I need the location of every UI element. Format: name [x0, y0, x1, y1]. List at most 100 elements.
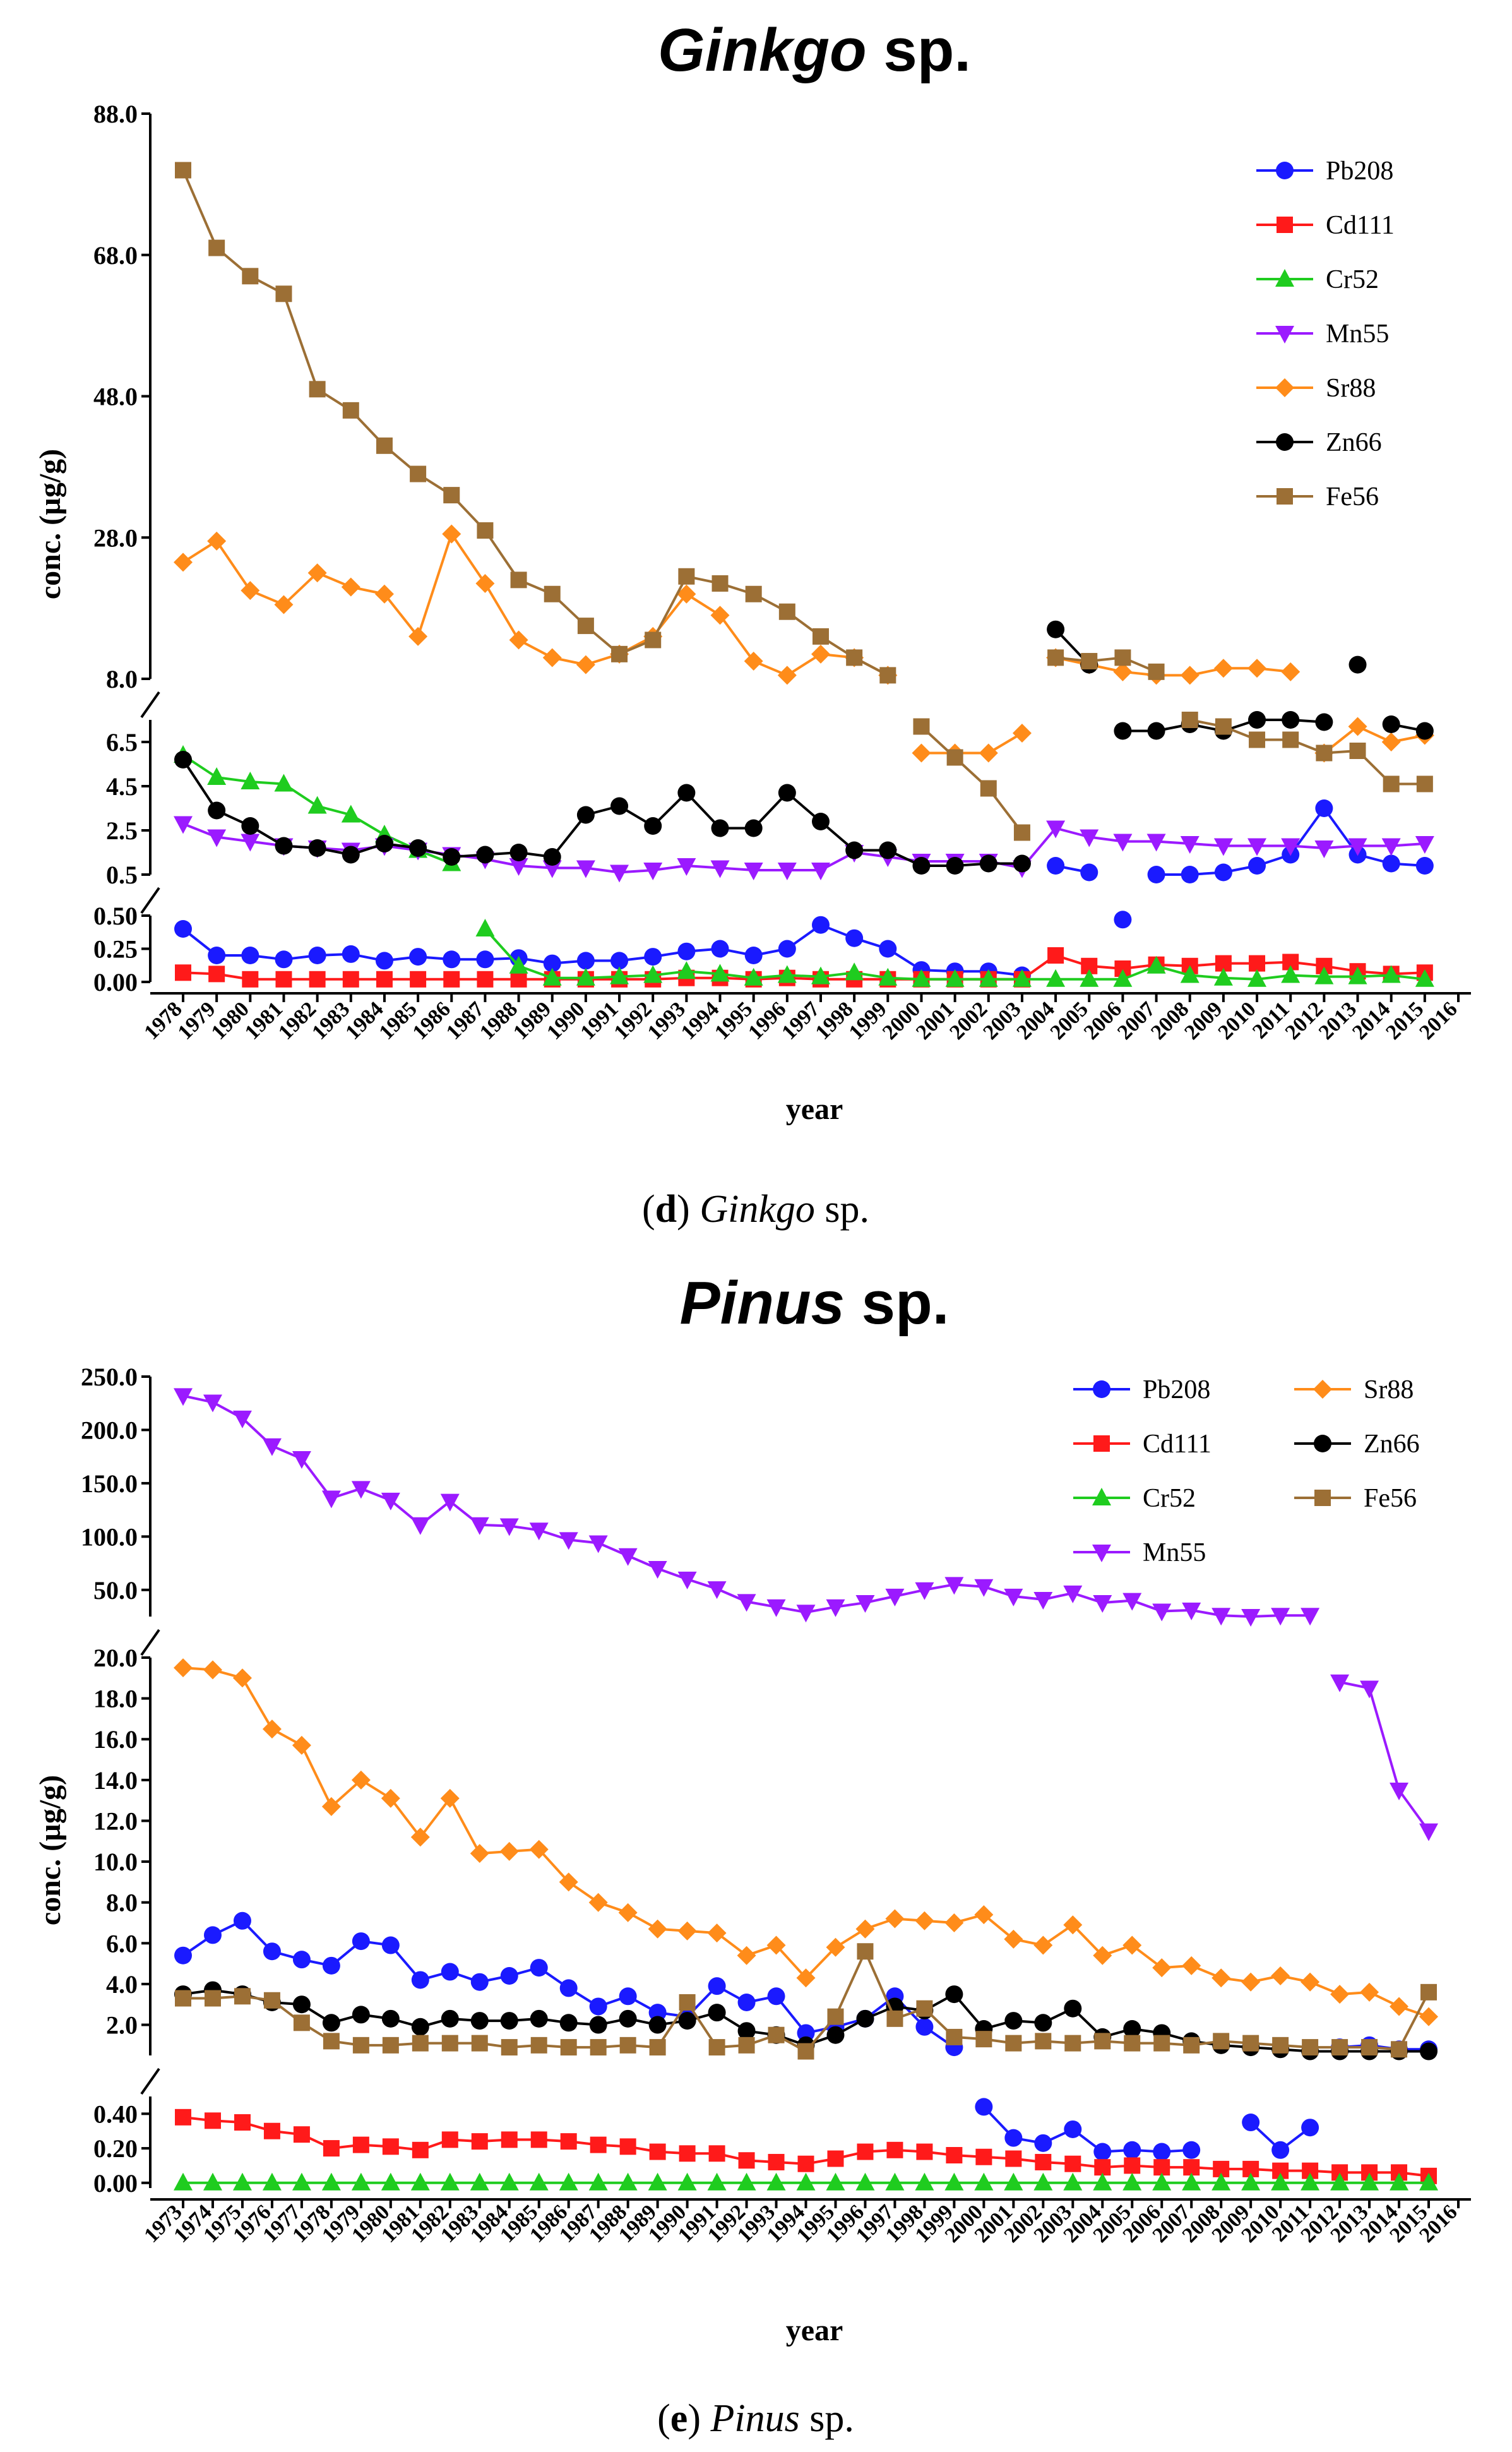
data-point-mn55 — [1330, 1674, 1350, 1692]
data-point-cr52 — [744, 967, 763, 986]
data-point-fe56 — [1148, 663, 1165, 680]
data-point-sr88 — [1348, 717, 1367, 736]
y-tick-label: 4.5 — [106, 772, 138, 801]
data-point-pb208 — [208, 947, 226, 964]
data-point-fe56 — [1213, 2033, 1230, 2050]
data-point-sr88 — [1360, 1982, 1379, 2002]
data-point-zn66 — [856, 2009, 874, 2028]
data-point-cr52 — [643, 965, 663, 983]
data-point-zn66 — [826, 2026, 845, 2044]
data-point-cr52 — [826, 2172, 845, 2191]
data-point-pb208 — [589, 1997, 607, 2016]
data-point-pb208 — [559, 1979, 578, 1997]
data-point-mn55 — [618, 1548, 638, 1566]
data-point-zn66 — [744, 819, 763, 837]
data-point-pb208 — [1064, 2120, 1082, 2138]
data-point-mn55 — [1419, 1823, 1439, 1841]
data-point-fe56 — [1035, 2033, 1052, 2050]
x-tick-label: 2011 — [1248, 997, 1294, 1043]
data-point-cr52 — [1004, 2172, 1023, 2191]
y-tick-label: 12.0 — [93, 1807, 138, 1835]
y-tick-label: 14.0 — [93, 1766, 138, 1795]
data-point-cr52 — [1213, 967, 1233, 986]
data-point-mn55 — [1213, 838, 1233, 856]
data-point-zn66 — [737, 2022, 756, 2040]
series-line-sr88 — [417, 534, 453, 637]
data-point-zn66 — [174, 751, 192, 768]
data-point-fe56 — [708, 2039, 725, 2056]
data-point-zn66 — [1034, 2014, 1052, 2032]
data-point-cd111 — [1124, 2157, 1141, 2174]
data-point-cr52 — [1241, 2172, 1261, 2191]
data-point-cr52 — [509, 955, 528, 974]
data-point-cr52 — [945, 969, 965, 987]
data-point-fe56 — [1383, 775, 1400, 792]
data-point-fe56 — [827, 2008, 844, 2025]
data-point-fe56 — [649, 2039, 666, 2056]
data-point-pb208 — [1114, 911, 1132, 929]
chart-ginkgo: 8.0 28.0 48.0 68.0 88.0 0.5 2.5 4.5 6.5 0.00 0.25 0… — [93, 100, 1471, 1044]
data-point-mn55 — [1033, 1591, 1053, 1610]
legend-marker — [1313, 1380, 1332, 1399]
y-tick-label: 20.0 — [93, 1644, 138, 1672]
data-point-mn55 — [542, 860, 562, 878]
data-point-pb208 — [476, 950, 494, 969]
data-point-sr88 — [1213, 659, 1233, 678]
series-line-fe56 — [484, 529, 520, 581]
y-tick-label: 100.0 — [81, 1522, 138, 1551]
data-point-mn55 — [1247, 838, 1267, 856]
data-point-cr52 — [341, 804, 360, 823]
data-point-mn55 — [1046, 820, 1066, 839]
data-point-mn55 — [710, 860, 730, 878]
series-mn55 — [174, 1388, 1439, 1841]
data-point-pb208 — [845, 929, 864, 947]
data-point-fe56 — [1114, 649, 1131, 666]
data-point-cr52 — [944, 2172, 964, 2191]
data-point-cr52 — [1247, 969, 1267, 987]
data-point-fe56 — [175, 162, 191, 179]
data-point-fe56 — [242, 268, 259, 285]
data-point-fe56 — [1282, 731, 1299, 748]
data-point-zn66 — [409, 839, 427, 857]
data-point-cr52 — [1146, 955, 1166, 974]
data-point-pb208 — [381, 1936, 400, 1954]
data-point-cr52 — [1113, 969, 1133, 987]
data-point-mn55 — [855, 1595, 875, 1613]
data-point-fe56 — [501, 2039, 518, 2056]
legend-label-mn55: Mn55 — [1326, 320, 1389, 349]
series-line-zn66 — [182, 758, 218, 811]
data-point-cr52 — [811, 966, 830, 984]
data-point-cd111 — [242, 971, 259, 988]
data-point-sr88 — [1063, 1915, 1083, 1935]
series-line-fe56 — [282, 293, 319, 390]
data-point-cd111 — [477, 971, 494, 988]
data-point-sr88 — [174, 1658, 193, 1678]
data-point-mn55 — [203, 1394, 222, 1413]
legend-label-sr88: Sr88 — [1364, 1375, 1414, 1404]
data-point-sr88 — [1241, 1972, 1261, 1992]
data-point-cr52 — [979, 969, 998, 987]
data-point-zn66 — [644, 817, 662, 835]
series-line-sr88 — [419, 1797, 451, 1838]
legend-marker — [1276, 433, 1294, 451]
series-line-sr88 — [390, 1797, 422, 1838]
axis-break-mark — [140, 887, 160, 914]
legend-label-cd111: Cd111 — [1143, 1430, 1211, 1459]
data-point-fe56 — [778, 603, 795, 620]
data-point-sr88 — [262, 1719, 282, 1739]
data-point-zn66 — [441, 2009, 459, 2028]
x-tick-label: 2016 — [1415, 997, 1461, 1044]
data-point-cd111 — [857, 2143, 874, 2160]
data-point-sr88 — [470, 1844, 489, 1863]
data-point-fe56 — [175, 1990, 191, 2007]
data-point-fe56 — [1242, 2035, 1259, 2052]
data-point-mn55 — [1241, 1609, 1261, 1627]
data-point-pb208 — [203, 1926, 222, 1944]
data-point-fe56 — [1094, 2033, 1111, 2050]
data-point-mn55 — [796, 1605, 816, 1623]
data-point-mn55 — [777, 863, 797, 880]
y-axis-label-pinus: conc. (µg/g) — [33, 1775, 67, 1925]
data-point-mn55 — [885, 1588, 905, 1606]
y-axis-label-ginkgo: conc. (µg/g) — [33, 449, 67, 599]
series-line-cr52 — [1357, 974, 1391, 978]
